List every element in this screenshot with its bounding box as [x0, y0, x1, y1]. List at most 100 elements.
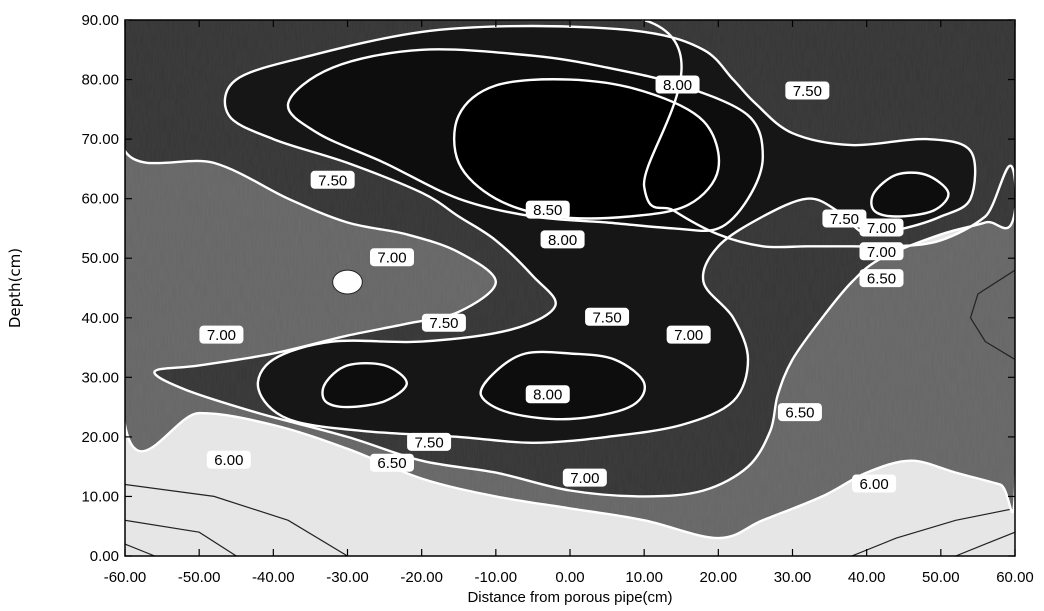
contour-label: 6.50	[859, 269, 904, 288]
contour-label-bg	[666, 325, 711, 344]
contour-label-text: 7.00	[674, 327, 703, 344]
contour-label-text: 6.00	[214, 452, 243, 469]
contour-label-bg	[562, 468, 607, 487]
contour-label: 6.50	[370, 453, 414, 472]
contour-label: 7.50	[585, 307, 630, 326]
x-tick-label: 60.00	[996, 569, 1034, 586]
x-tick-label: -50.00	[178, 569, 221, 586]
contour-label-bg	[655, 75, 700, 94]
contour-label-text: 6.50	[377, 455, 406, 472]
contour-label-text: 8.50	[533, 202, 562, 219]
contour-label: 8.00	[540, 230, 585, 249]
contour-line-low	[125, 483, 348, 556]
x-tick-label: 20.00	[700, 569, 738, 586]
contour-line-low	[955, 531, 1015, 556]
contour-label-text: 7.00	[377, 250, 406, 267]
x-axis-title: Distance from porous pipe(cm)	[467, 589, 672, 606]
contour-label: 7.50	[407, 432, 452, 451]
contour-label-text: 7.00	[867, 244, 896, 261]
contour-label: 6.00	[206, 450, 251, 469]
contour-label: 8.00	[525, 385, 570, 404]
contour-label-text: 6.50	[867, 271, 896, 288]
contour-label: 7.50	[310, 170, 355, 189]
contour-label-bg	[525, 200, 570, 219]
contour-line	[870, 171, 950, 218]
contour-label-bg	[859, 218, 904, 237]
contour-label-bg	[852, 474, 897, 493]
contour-label-bg	[540, 230, 585, 249]
contour-label: 7.00	[370, 248, 414, 267]
contour-label-text: 6.50	[785, 405, 814, 422]
y-tick-label: 60.00	[81, 191, 119, 208]
contour-line	[479, 350, 646, 421]
y-tick-label: 40.00	[81, 310, 119, 327]
y-tick-label: 50.00	[81, 250, 119, 267]
contour-line-low	[125, 543, 155, 556]
contour-label-bg	[370, 453, 414, 472]
contour-line	[286, 48, 765, 233]
y-tick-label: 30.00	[81, 369, 119, 386]
y-tick-label: 80.00	[81, 72, 119, 89]
contour-label: 7.50	[822, 209, 867, 228]
contour-label-text: 7.50	[414, 434, 443, 451]
contour-band	[871, 172, 949, 217]
contour-label: 7.00	[859, 218, 904, 237]
contour-label-bg	[407, 432, 452, 451]
contour-line-low	[125, 519, 237, 556]
contour-label-text: 7.50	[830, 211, 859, 228]
y-tick-label: 70.00	[81, 131, 119, 148]
contour-line	[321, 361, 409, 409]
y-axis-title: Depth(cm)	[6, 248, 24, 328]
contour-band	[454, 79, 719, 219]
contour-label-bg	[822, 209, 867, 228]
contour-label-bg	[525, 385, 570, 404]
contour-line-low	[969, 269, 1015, 361]
contour-label-bg	[585, 307, 630, 326]
y-axis-ticks: 0.00 10.00 20.00 30.00 40.00 50.00 60.00 70.00 8…	[81, 12, 1015, 565]
y-tick-label: 90.00	[81, 12, 119, 29]
contour-label-bg	[785, 81, 830, 100]
contour-line	[452, 78, 721, 220]
x-tick-label: -20.00	[400, 569, 443, 586]
contour-label-text: 7.50	[592, 309, 621, 326]
contour-label-text: 7.50	[793, 83, 822, 100]
x-tick-label: 50.00	[922, 569, 960, 586]
contour-label-text: 7.00	[867, 220, 896, 237]
contour-label-text: 8.00	[533, 387, 562, 404]
x-axis-ticks: -60.00 -50.00 -40.00 -30.00 -20.00 -10.00 0.00…	[104, 20, 1034, 586]
contour-line	[125, 20, 1015, 498]
highlight-spots	[332, 269, 363, 295]
contour-label: 8.50	[525, 200, 570, 219]
x-tick-label: 10.00	[625, 569, 663, 586]
contour-labels: 8.00 7.50 8.50 8.00 7.50 7.00 7.50 7.00 7.00 6.50…	[199, 75, 904, 493]
contour-label: 7.00	[199, 325, 244, 344]
contour-lines	[125, 20, 1015, 556]
y-tick-label: 0.00	[90, 548, 119, 565]
contour-label: 7.00	[666, 325, 711, 344]
contour-label-text: 7.00	[570, 470, 599, 487]
contour-label-bg	[777, 403, 822, 422]
contour-label-bg	[199, 325, 244, 344]
contour-label: 7.00	[859, 242, 904, 261]
contour-label-bg	[370, 248, 414, 267]
contour-label-text: 8.00	[663, 77, 692, 94]
contour-label: 7.50	[421, 313, 466, 332]
y-tick-label: 20.00	[81, 429, 119, 446]
contour-label-text: 8.00	[548, 232, 577, 249]
contour-label-bg	[859, 242, 904, 261]
contour-label: 7.50	[785, 81, 830, 100]
contour-label-bg	[310, 170, 355, 189]
x-tick-label: 30.00	[774, 569, 812, 586]
contour-band	[322, 363, 407, 408]
contour-label-text: 7.50	[318, 172, 347, 189]
contour-label: 7.00	[562, 468, 607, 487]
contour-label-text: 7.50	[429, 315, 458, 332]
x-tick-label: -60.00	[104, 569, 147, 586]
contour-label-bg	[206, 450, 251, 469]
y-tick-label: 10.00	[81, 488, 119, 505]
contour-line	[223, 24, 977, 445]
x-tick-label: -30.00	[326, 569, 369, 586]
highlight-spot	[332, 269, 363, 295]
x-tick-label: -10.00	[475, 569, 518, 586]
